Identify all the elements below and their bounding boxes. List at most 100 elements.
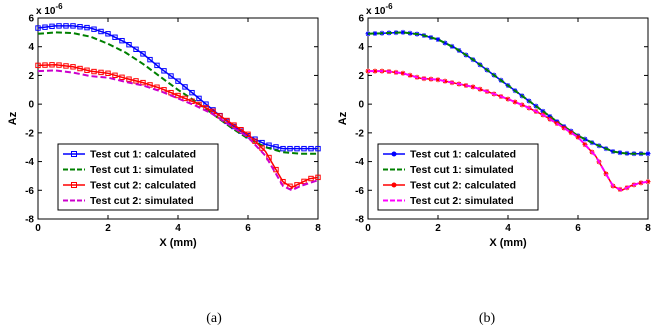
legend-label: Test cut 1: calculated	[410, 149, 516, 161]
data-point-marker	[126, 76, 132, 82]
x-axis-label: X (mm)	[489, 237, 527, 249]
data-point-marker	[49, 62, 55, 68]
data-point-marker	[238, 126, 244, 133]
y-tick-label: -4	[355, 157, 364, 168]
y-tick-label: -6	[25, 186, 34, 197]
data-point-marker	[273, 144, 279, 150]
data-point-marker	[196, 95, 202, 102]
data-point-marker	[287, 145, 293, 152]
data-point-marker	[140, 51, 146, 57]
legend-label: Test cut 2: simulated	[410, 195, 514, 207]
data-point-marker	[42, 62, 48, 68]
y-tick-label: 0	[358, 100, 364, 111]
x-tick-label: 6	[575, 223, 581, 234]
y-tick-label: 2	[358, 71, 364, 82]
y-tick-label: -8	[355, 215, 364, 226]
legend-marker	[391, 151, 397, 157]
data-point-marker	[315, 145, 321, 152]
data-point-marker	[56, 62, 62, 68]
data-point-marker	[35, 62, 41, 69]
data-point-marker	[112, 72, 118, 78]
x-tick-label: 2	[105, 223, 111, 234]
caption-a: (a)	[206, 311, 222, 326]
data-point-marker	[119, 74, 125, 80]
y-tick-label: 6	[358, 14, 364, 25]
series-line-1	[367, 31, 648, 155]
data-point-marker	[512, 99, 518, 105]
data-point-marker	[617, 150, 623, 156]
data-point-marker	[91, 68, 97, 75]
legend-label: Test cut 2: calculated	[90, 180, 196, 192]
x-tick-label: 6	[245, 223, 251, 234]
data-point-marker	[315, 174, 321, 181]
data-point-marker	[645, 179, 651, 185]
data-point-marker	[126, 42, 132, 48]
y-multiplier: x 10-6	[366, 2, 393, 17]
legend-label: Test cut 1: simulated	[90, 164, 194, 176]
data-point-marker	[98, 28, 104, 35]
y-tick-label: -6	[355, 186, 364, 197]
y-tick-label: 4	[28, 42, 34, 53]
y-tick-label: -2	[25, 128, 34, 139]
series-line-2	[367, 31, 648, 155]
legend-label: Test cut 2: simulated	[90, 195, 194, 207]
y-tick-label: 6	[28, 14, 34, 25]
data-point-marker	[575, 134, 581, 140]
data-point-marker	[372, 31, 378, 37]
data-point-marker	[266, 154, 272, 161]
data-point-marker	[400, 70, 406, 76]
data-point-marker	[582, 142, 588, 148]
data-point-marker	[301, 145, 307, 152]
data-point-marker	[568, 130, 574, 136]
y-tick-label: 4	[358, 42, 364, 53]
data-point-marker	[505, 96, 511, 102]
y-tick-label: 0	[28, 100, 34, 111]
series-line-2	[37, 31, 318, 155]
x-axis-label: X (mm)	[159, 237, 197, 249]
legend: Test cut 1: calculated Test cut 1: simula…	[57, 143, 219, 211]
y-axis-label: Az	[337, 111, 349, 125]
data-point-marker	[112, 34, 118, 40]
data-point-marker	[63, 63, 69, 69]
legend-box	[377, 143, 539, 211]
data-point-marker	[84, 67, 90, 73]
data-point-marker	[154, 62, 160, 69]
data-point-marker	[435, 77, 441, 83]
data-point-marker	[147, 56, 153, 63]
data-point-marker	[182, 84, 188, 90]
data-point-marker	[119, 37, 125, 44]
x-tick-label: 0	[365, 223, 371, 234]
caption-b: (b)	[479, 311, 496, 326]
data-point-marker	[280, 145, 286, 152]
x-tick-label: 2	[435, 223, 441, 234]
data-point-marker	[98, 69, 104, 76]
data-point-marker	[70, 64, 76, 70]
data-point-marker	[470, 84, 476, 90]
data-point-marker	[435, 37, 441, 43]
data-point-marker	[442, 78, 448, 84]
legend-label: Test cut 1: simulated	[410, 164, 514, 176]
data-point-marker	[105, 31, 111, 37]
data-point-marker	[161, 68, 167, 74]
data-point-marker	[84, 24, 90, 31]
legend-marker	[71, 182, 77, 188]
data-point-marker	[63, 23, 69, 29]
data-point-marker	[133, 46, 139, 52]
series-line-4	[368, 70, 649, 192]
data-point-marker	[105, 70, 111, 76]
data-point-marker	[407, 30, 413, 36]
x-tick-label: 0	[35, 223, 41, 234]
data-point-marker	[140, 79, 146, 86]
legend-label: Test cut 2: calculated	[410, 180, 516, 192]
y-multiplier: x 10-6	[36, 2, 63, 17]
y-tick-label: -2	[355, 128, 364, 139]
data-point-marker	[168, 73, 174, 79]
legend-marker	[391, 182, 397, 188]
legend-marker	[71, 151, 77, 157]
data-point-marker	[175, 92, 181, 99]
data-point-marker	[77, 24, 83, 30]
data-point-marker	[91, 26, 97, 32]
data-point-marker	[42, 24, 48, 30]
